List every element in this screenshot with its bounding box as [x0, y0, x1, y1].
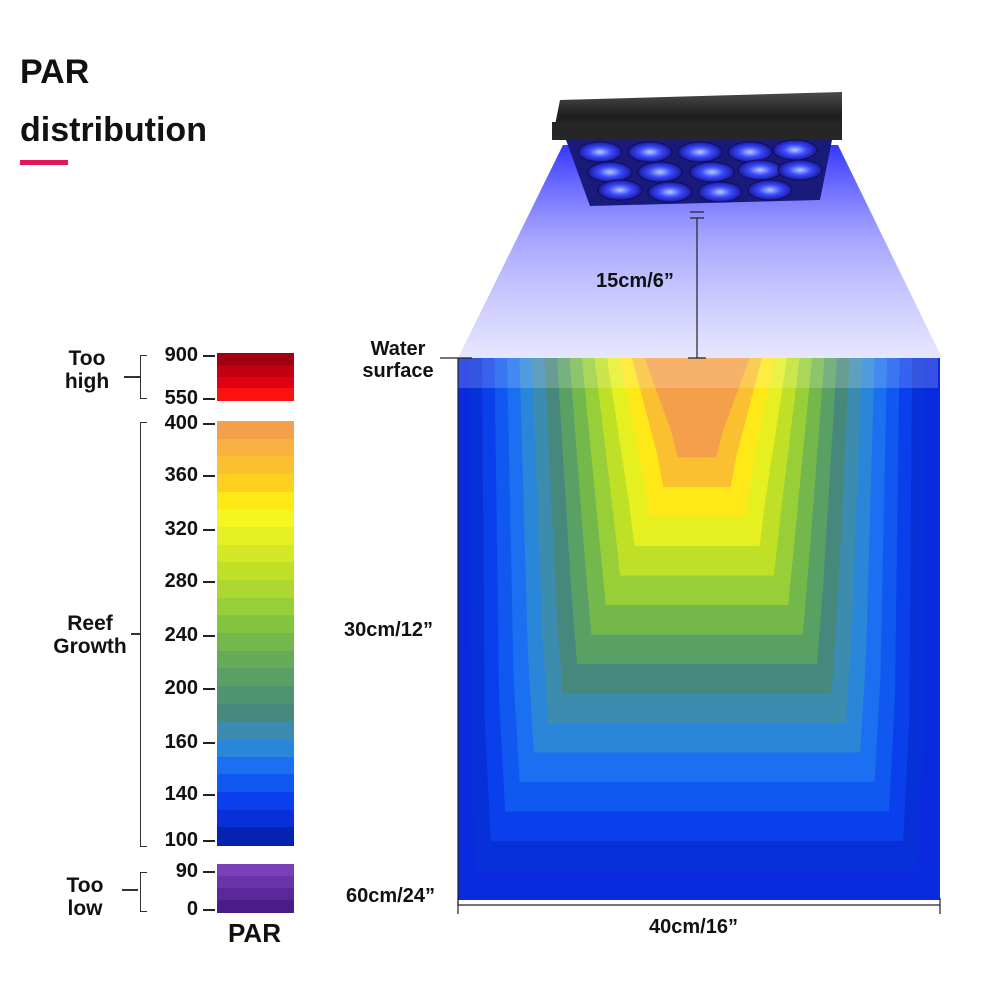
colorbar-tick-mark [203, 840, 215, 842]
light-height-label: 15cm/6” [596, 270, 674, 292]
reef-growth-stripe [217, 456, 294, 475]
colorbar-tick-label: 360 [164, 464, 198, 486]
colorbar-tick-mark [203, 871, 215, 873]
too-high-stripe [217, 353, 294, 366]
led-lens [627, 141, 673, 163]
reef-growth-stripe [217, 650, 294, 669]
led-lens [577, 141, 623, 163]
colorbar-title: PAR [228, 918, 281, 948]
colorbar-tick-label: 0 [186, 898, 198, 920]
bracket-reef-growth-stem [131, 633, 141, 635]
bracket-reef-growth [140, 422, 147, 847]
reef-growth-stripe [217, 597, 294, 616]
colorbar-tick-mark [203, 529, 215, 531]
colorbar-tick-label: 280 [164, 570, 198, 592]
colorbar-tick-label: 900 [164, 344, 198, 366]
band-label-too-low: Too low [66, 874, 104, 921]
led-lens [677, 141, 723, 163]
reef-growth-stripe [217, 721, 294, 740]
led-lens [772, 139, 818, 161]
too-low-stripe [217, 888, 294, 901]
reef-growth-stripe [217, 686, 294, 705]
reef-growth-stripe [217, 421, 294, 440]
bracket-too-high-stem [124, 376, 140, 378]
colorbar-tick-mark [203, 635, 215, 637]
reef-growth-stripe [217, 827, 294, 846]
colorbar-tick-label: 240 [164, 624, 198, 646]
colorbar-tick-mark [203, 742, 215, 744]
reef-growth-stripe [217, 580, 294, 599]
too-low-stripe [217, 876, 294, 889]
water-surface-label: Water surface [362, 338, 434, 382]
reef-growth-stripe [217, 615, 294, 634]
tank-width-label: 40cm/16” [649, 916, 738, 938]
reef-growth-stripe [217, 509, 294, 528]
led-lens [587, 161, 633, 183]
colorbar-too-high [217, 353, 294, 401]
colorbar-tick-label: 550 [164, 387, 198, 409]
reef-growth-stripe [217, 792, 294, 811]
mid-depth-label: 30cm/12” [344, 619, 433, 641]
too-high-stripe [217, 376, 294, 389]
reef-growth-stripe [217, 703, 294, 722]
light-beam [458, 145, 942, 358]
colorbar: 900 550 400 360 320 280 240 200 160 140 100 90 0 Too… [0, 0, 330, 1000]
reef-growth-stripe [217, 809, 294, 828]
too-low-stripe [217, 864, 294, 877]
led-lens [637, 161, 683, 183]
colorbar-tick-mark [203, 688, 215, 690]
reef-growth-stripe [217, 544, 294, 563]
colorbar-reef-growth [217, 421, 294, 846]
colorbar-tick-mark [203, 909, 215, 911]
too-high-stripe [217, 364, 294, 378]
colorbar-tick-label: 320 [164, 518, 198, 540]
page-title-line1: PAR [20, 53, 90, 91]
reef-growth-stripe [217, 756, 294, 775]
reef-growth-stripe [217, 739, 294, 758]
reef-growth-stripe [217, 774, 294, 793]
led-lens [597, 179, 643, 201]
led-lens [727, 141, 773, 163]
colorbar-tick-mark [203, 355, 215, 357]
colorbar-tick-mark [203, 794, 215, 796]
colorbar-too-low [217, 864, 294, 913]
par-contour-band [644, 358, 750, 458]
reef-growth-stripe [217, 562, 294, 581]
colorbar-tick-mark [203, 398, 215, 400]
page-title-line2: distribution [20, 111, 207, 149]
band-label-reef-growth: Reef Growth [53, 612, 127, 659]
bracket-too-high [140, 355, 147, 399]
led-lens [777, 159, 823, 181]
led-aquarium-light-icon [552, 92, 842, 206]
reef-growth-stripe [217, 438, 294, 457]
reef-growth-stripe [217, 527, 294, 546]
led-lens [689, 161, 735, 183]
colorbar-tick-label: 90 [175, 860, 198, 882]
reef-growth-stripe [217, 668, 294, 687]
colorbar-tick-label: 400 [164, 412, 198, 434]
too-low-stripe [217, 900, 294, 913]
bracket-too-low-stem [122, 889, 138, 891]
reef-growth-stripe [217, 491, 294, 510]
bracket-too-low [140, 872, 147, 912]
title-underline [20, 160, 68, 165]
led-lens [697, 181, 743, 203]
colorbar-tick-label: 100 [164, 829, 198, 851]
too-high-stripe [217, 388, 294, 401]
led-lens [747, 179, 793, 201]
led-lens [737, 159, 783, 181]
reef-growth-stripe [217, 474, 294, 493]
colorbar-tick-mark [203, 423, 215, 425]
colorbar-tick-label: 200 [164, 677, 198, 699]
led-lens [647, 181, 693, 203]
reef-growth-stripe [217, 633, 294, 652]
colorbar-tick-mark [203, 581, 215, 583]
colorbar-tick-label: 160 [164, 731, 198, 753]
colorbar-tick-label: 140 [164, 783, 198, 805]
colorbar-tick-mark [203, 475, 215, 477]
bottom-depth-label: 60cm/24” [346, 885, 435, 907]
band-label-too-high: Too high [64, 347, 110, 394]
